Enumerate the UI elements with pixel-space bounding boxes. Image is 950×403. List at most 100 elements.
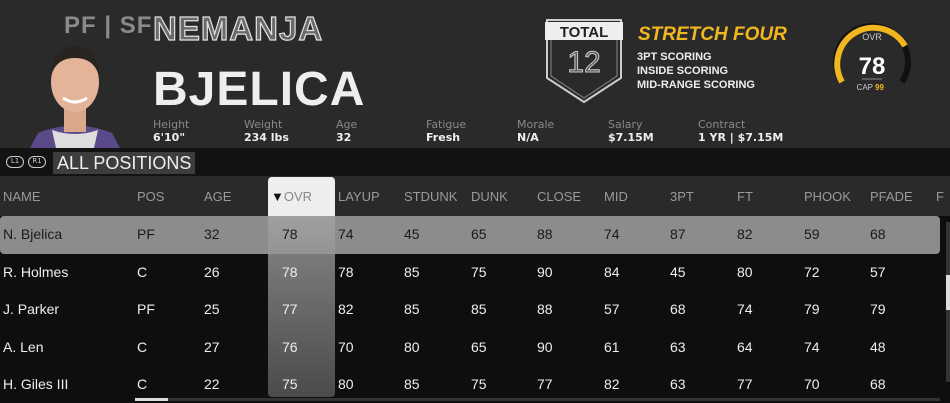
table-cell: 78 xyxy=(282,263,298,280)
table-cell: J. Parker xyxy=(3,301,60,317)
player-stat: Salary $7.15M xyxy=(608,118,654,144)
table-cell: 74 xyxy=(338,226,354,242)
table-cell: 27 xyxy=(204,338,220,355)
cap-value: 99 xyxy=(875,83,884,92)
table-cell: 85 xyxy=(404,263,420,280)
table-cell: 63 xyxy=(670,376,686,392)
table-cell: 22 xyxy=(204,376,220,392)
horizontal-scrollbar[interactable] xyxy=(135,398,940,401)
column-header-pfade[interactable]: PFADE xyxy=(870,189,913,204)
table-cell: 65 xyxy=(471,338,487,355)
horizontal-scroll-thumb[interactable] xyxy=(135,398,168,401)
table-cell: 74 xyxy=(604,226,620,242)
table-cell: 75 xyxy=(282,376,298,392)
total-badge: TOTAL 12 xyxy=(545,19,623,104)
table-cell: 82 xyxy=(604,376,620,392)
table-cell: 90 xyxy=(537,263,553,280)
sorted-column-highlight xyxy=(268,216,335,397)
table-cell: 64 xyxy=(737,338,753,355)
column-header-ft[interactable]: FT xyxy=(737,189,753,204)
selected-row-highlight xyxy=(0,216,940,254)
table-cell: 75 xyxy=(471,263,487,280)
specialty: 3PT SCORING xyxy=(637,51,712,63)
table-cell: 82 xyxy=(338,301,354,317)
table-cell: 88 xyxy=(537,301,553,317)
column-header-layup[interactable]: LAYUP xyxy=(338,189,380,204)
ovr-gauge: OVR 78 CAP 99 xyxy=(833,23,911,92)
column-header-f[interactable]: F xyxy=(936,189,944,204)
ovr-value: 78 xyxy=(859,53,886,80)
badge-value: 12 xyxy=(567,46,600,79)
table-cell: 77 xyxy=(737,376,753,392)
player-header xyxy=(0,0,950,148)
table-cell: R. Holmes xyxy=(3,263,69,280)
table-cell: 85 xyxy=(404,376,420,392)
column-header-pos[interactable]: POS xyxy=(137,189,165,204)
table-cell: PF xyxy=(137,301,155,317)
column-header-3pt[interactable]: 3PT xyxy=(670,189,694,204)
table-cell: A. Len xyxy=(3,338,44,355)
column-header-ovr[interactable]: ▼OVR xyxy=(271,189,313,204)
column-header-stdunk[interactable]: STDUNK xyxy=(404,189,458,204)
player-stat: Age 32 xyxy=(336,118,358,144)
table-cell: 90 xyxy=(537,338,553,355)
table-cell: 59 xyxy=(804,226,820,242)
table-cell: 57 xyxy=(604,301,620,317)
table-cell: 80 xyxy=(404,338,420,355)
table-cell: PF xyxy=(137,226,155,242)
table-cell: 77 xyxy=(537,376,553,392)
table-cell: 79 xyxy=(804,301,820,317)
r1-button[interactable]: R1 xyxy=(28,156,46,168)
column-header-name[interactable]: NAME xyxy=(3,189,41,204)
column-header-dunk[interactable]: DUNK xyxy=(471,189,508,204)
table-cell: 70 xyxy=(338,338,354,355)
player-stat: Morale N/A xyxy=(517,118,555,144)
table-cell: C xyxy=(137,338,148,355)
table-cell: 74 xyxy=(804,338,820,355)
player-first-name: NEMANJA xyxy=(152,9,324,47)
table-cell: 78 xyxy=(282,226,298,242)
table-cell: N. Bjelica xyxy=(3,226,63,242)
svg-text:CAP: CAP xyxy=(857,83,873,92)
specialty: INSIDE SCORING xyxy=(637,65,729,77)
table-cell: 45 xyxy=(404,226,420,242)
table-cell: 68 xyxy=(870,376,886,392)
player-stat: Weight 234 lbs xyxy=(244,118,289,144)
column-header-phook[interactable]: PHOOK xyxy=(804,189,851,204)
table-cell: 74 xyxy=(737,301,753,317)
table-cell: H. Giles III xyxy=(3,376,69,392)
table-cell: 80 xyxy=(737,263,753,280)
table-cell: 61 xyxy=(604,338,620,355)
sorted-column-header[interactable] xyxy=(268,177,335,216)
table-cell: 77 xyxy=(282,301,298,317)
table-cell: 68 xyxy=(870,226,886,242)
table-cell: C xyxy=(137,263,148,280)
player-stat: Contract 1 YR | $7.15M xyxy=(698,118,784,144)
position-filter[interactable]: ALL POSITIONS xyxy=(53,152,196,174)
table-cell: 85 xyxy=(471,301,487,317)
l1-button[interactable]: L1 xyxy=(6,156,24,168)
table-cell: 84 xyxy=(604,263,620,280)
table-cell: 48 xyxy=(870,338,886,355)
player-last-name: BJELICA xyxy=(153,63,366,116)
player-positions: PF | SF xyxy=(64,12,153,39)
table-cell: 78 xyxy=(338,263,354,280)
table-cell: C xyxy=(137,376,148,392)
table-cell: 88 xyxy=(537,226,553,242)
table-header xyxy=(0,176,950,216)
table-cell: 32 xyxy=(204,226,220,242)
player-stat: Fatigue Fresh xyxy=(426,118,467,144)
table-cell: 75 xyxy=(471,376,487,392)
table-cell: 68 xyxy=(670,301,686,317)
column-header-mid[interactable]: MID xyxy=(604,189,628,204)
table-cell: 63 xyxy=(670,338,686,355)
column-header-age[interactable]: AGE xyxy=(204,189,232,204)
specialty: MID-RANGE SCORING xyxy=(637,79,755,91)
vertical-scroll-thumb[interactable] xyxy=(946,275,950,310)
table-cell: 72 xyxy=(804,263,820,280)
table-cell: 87 xyxy=(670,226,686,242)
column-header-close[interactable]: CLOSE xyxy=(537,189,582,204)
table-cell: 76 xyxy=(282,338,298,355)
table-cell: 80 xyxy=(338,376,354,392)
table-cell: 57 xyxy=(870,263,886,280)
